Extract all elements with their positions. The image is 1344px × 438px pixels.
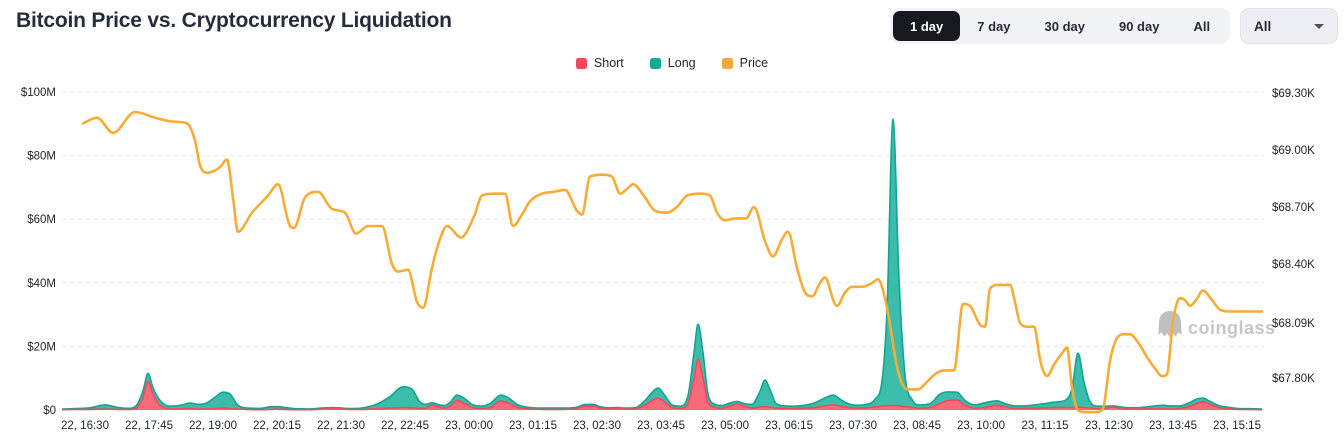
x-axis-label: 22, 20:15 [253, 420, 301, 432]
symbol-dropdown-value: All [1254, 18, 1272, 34]
x-axis-label: 22, 21:30 [317, 420, 365, 432]
long-liquidation-edge [61, 118, 1263, 410]
legend-item-short[interactable]: Short [575, 56, 624, 70]
symbol-dropdown[interactable]: All [1240, 8, 1338, 44]
legend-item-price[interactable]: Price [721, 56, 769, 70]
range-button-90-day[interactable]: 90 day [1118, 18, 1160, 34]
x-axis-label: 23, 02:30 [573, 420, 621, 432]
chevron-down-icon [1314, 23, 1324, 29]
x-axis-label: 22, 16:30 [61, 420, 109, 432]
x-axis-label: 23, 06:15 [765, 420, 813, 432]
x-axis-label: 23, 03:45 [637, 420, 685, 432]
x-axis-label: 22, 19:00 [189, 420, 237, 432]
right-axis-label: $68.40K [1272, 259, 1315, 271]
legend-label: Long [667, 56, 696, 70]
legend-color-chip [721, 57, 733, 69]
left-axis-label: $80M [27, 151, 56, 163]
left-axis-label: $0 [43, 405, 56, 417]
legend-color-chip [575, 57, 587, 69]
right-axis-label: $69.00K [1272, 145, 1315, 157]
range-button-30-day[interactable]: 30 day [1044, 18, 1085, 34]
x-axis-label: 22, 17:45 [125, 420, 173, 432]
x-axis-label: 23, 00:00 [445, 420, 493, 432]
legend-label: Short [593, 56, 624, 70]
page-title: Bitcoin Price vs. Cryptocurrency Liquida… [16, 9, 452, 32]
legend-color-chip [649, 57, 661, 69]
x-axis-label: 23, 07:30 [829, 420, 877, 432]
x-axis-label: 23, 12:30 [1085, 420, 1133, 432]
price-line [81, 110, 1264, 414]
right-axis-label: $68.09K [1272, 318, 1315, 330]
x-axis-label: 23, 05:00 [701, 420, 749, 432]
left-axis-label: $40M [27, 278, 56, 290]
right-axis-label: $67.80K [1272, 373, 1315, 385]
range-button-7-day[interactable]: 7 day [977, 18, 1011, 34]
range-button-all[interactable]: All [1193, 18, 1211, 34]
x-axis-label: 23, 15:15 [1213, 420, 1261, 432]
x-axis-label: 23, 08:45 [893, 420, 941, 432]
right-axis-label: $69.30K [1272, 88, 1315, 100]
left-axis-label: $20M [27, 341, 56, 353]
chart-legend: Short Long Price [0, 56, 1344, 70]
coinglass-logo-icon [1158, 311, 1182, 338]
x-axis-label: 23, 13:45 [1149, 420, 1197, 432]
x-axis-label: 22, 22:45 [381, 420, 429, 432]
range-button-1-day[interactable]: 1 day [893, 11, 961, 41]
time-range-selector: 1 day 7 day 30 day 90 day All [890, 8, 1231, 44]
legend-label: Price [739, 56, 769, 70]
x-axis-label: 23, 11:15 [1021, 420, 1068, 432]
legend-item-long[interactable]: Long [649, 56, 696, 70]
watermark-text: coinglass [1188, 318, 1276, 338]
right-axis-label: $68.70K [1272, 202, 1315, 214]
left-axis-label: $60M [27, 214, 56, 226]
x-axis-label: 23, 01:15 [509, 420, 557, 432]
left-axis-label: $100M [21, 87, 56, 99]
x-axis-label: 23, 10:00 [957, 420, 1005, 432]
short-liquidation-edge [61, 358, 1263, 411]
